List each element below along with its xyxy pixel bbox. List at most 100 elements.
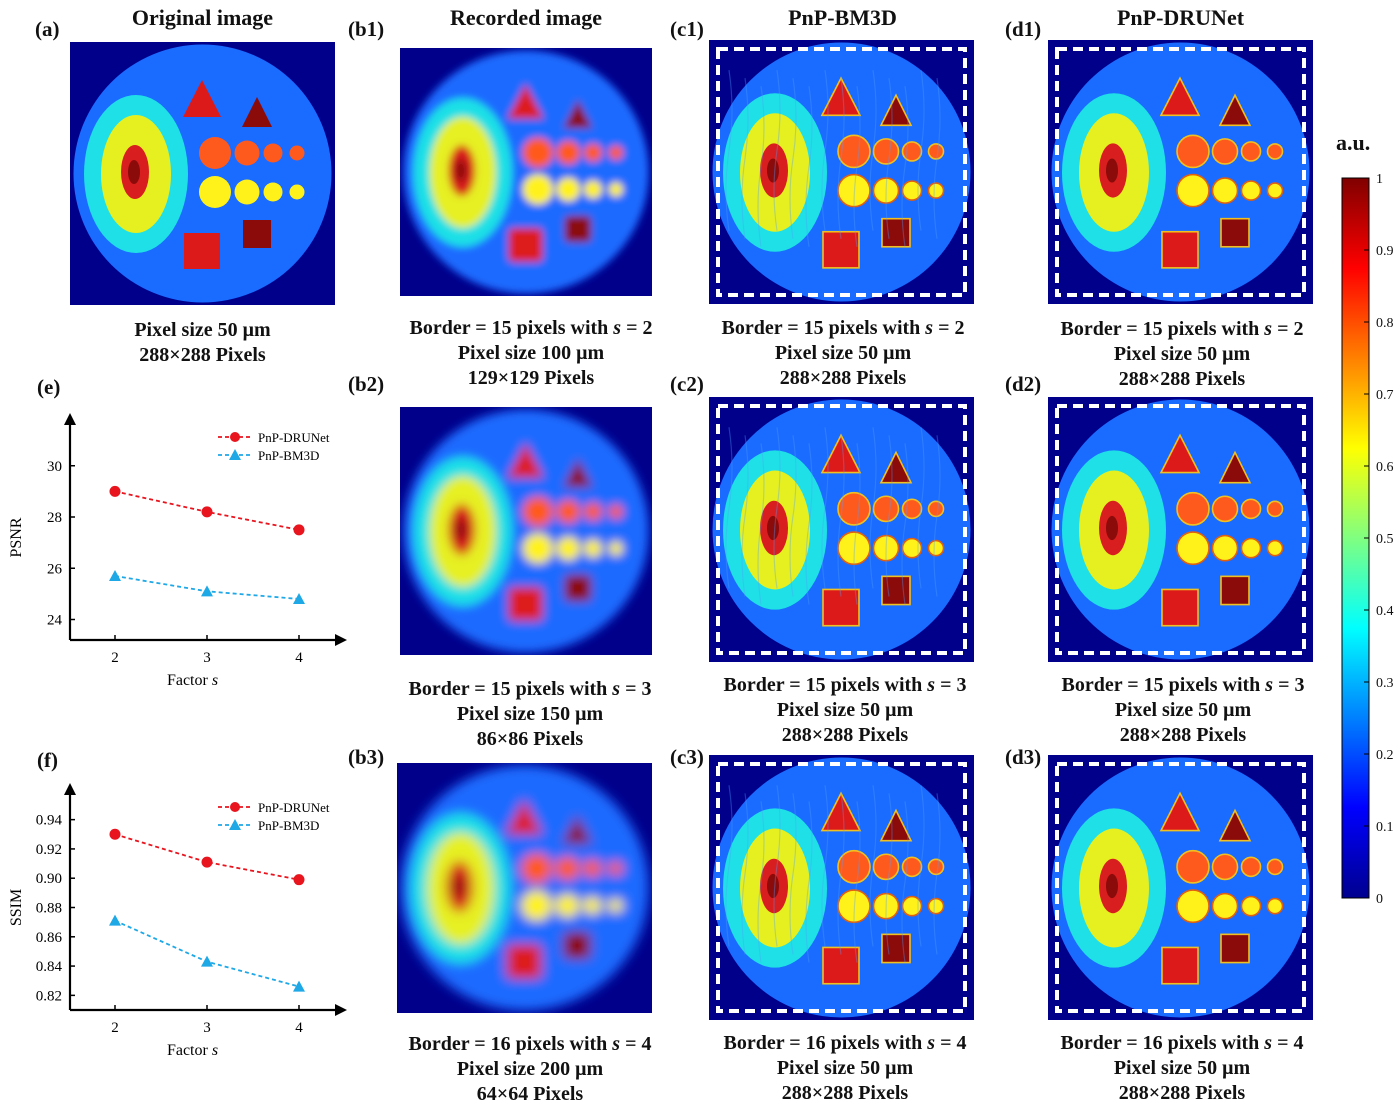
y-tick-label: 0.92 (36, 842, 62, 858)
phantom-circle (1240, 498, 1262, 520)
legend-label: PnP-DRUNet (258, 430, 330, 445)
caption-b2: Border = 15 pixels with s = 3 Pixel size… (375, 677, 685, 752)
phantom-circle (263, 182, 283, 202)
caption-pixel-count: 288×288 Pixels (779, 367, 907, 389)
y-tick-label: 0.90 (36, 871, 62, 887)
phantom-circle (1211, 853, 1239, 881)
phantom-circle (234, 179, 260, 205)
phantom-triangle (183, 80, 221, 117)
legend-marker (229, 449, 241, 460)
caption-border: Border = 15 pixels with s = 3 (723, 674, 967, 696)
reconstruction-artifact (789, 78, 797, 239)
phantom-square (1161, 588, 1199, 627)
legend-marker (230, 432, 240, 442)
phantom-square (1161, 230, 1199, 269)
phantom-circle (1176, 173, 1210, 208)
phantom-triangle (563, 458, 593, 488)
phantom-square (184, 233, 220, 269)
x-axis-arrow (335, 634, 347, 646)
phantom-circle (1176, 889, 1210, 924)
drunet-image-s2 (1048, 40, 1313, 304)
phantom-circle (1211, 534, 1239, 562)
phantom-circle (263, 143, 283, 163)
phantom-circle (608, 898, 623, 913)
phantom-square (881, 217, 911, 248)
phantom-circle (872, 177, 900, 204)
phantom-circle (837, 491, 871, 526)
phantom-circle (556, 177, 581, 202)
data-point (293, 524, 305, 536)
x-tick-label: 3 (203, 650, 211, 666)
reconstruction-artifact (805, 86, 813, 247)
colorbar-tick-label: 0.3 (1376, 676, 1394, 691)
colorbar-tick-label: 0.8 (1376, 316, 1394, 331)
x-tick-label: 2 (111, 1020, 119, 1036)
border-region-dashed-box (716, 47, 967, 297)
ssim-chart: 2 3 4 0.82 0.84 0.86 0.88 0.90 0.92 0.94 Factor s S… (8, 783, 347, 1059)
caption-pixel-size: Pixel size 50 μm (776, 699, 914, 721)
x-tick-label: 2 (111, 650, 119, 666)
phantom-core (1106, 515, 1118, 541)
reconstruction-artifact (821, 785, 829, 947)
phantom-circle (583, 896, 602, 915)
caption-border: Border = 15 pixels with s = 3 (1061, 674, 1305, 696)
phantom-circle (521, 853, 552, 884)
reconstruction-artifact (741, 793, 749, 955)
caption-b1: Border = 15 pixels with s = 2 Pixel size… (376, 316, 686, 391)
phantom-square (822, 230, 860, 269)
phantom-triangle (879, 93, 913, 127)
y-tick-label: 0.94 (36, 813, 63, 829)
column-title-recorded: Recorded image (449, 5, 603, 30)
phantom-square (1220, 933, 1250, 964)
phantom-circle (927, 858, 945, 876)
phantom-circle (608, 861, 623, 876)
data-point (109, 569, 121, 581)
caption-border: Border = 16 pixels with s = 4 (1060, 1032, 1304, 1054)
phantom-circle (1266, 858, 1284, 876)
caption-pixel-size: Pixel size 50 μm (776, 1057, 914, 1079)
panel-label-b1: (b1) (348, 17, 385, 41)
phantom-square (1220, 217, 1250, 248)
reconstruction-artifact (885, 435, 893, 597)
phantom-core (455, 159, 467, 182)
phantom-square (508, 228, 543, 263)
caption-d2: Border = 15 pixels with s = 3 Pixel size… (1028, 673, 1338, 748)
phantom-circle (1266, 539, 1284, 557)
phantom-core (767, 873, 779, 899)
phantom-square (563, 932, 591, 959)
caption-pixel-count: 288×288 Pixels (139, 344, 266, 366)
colorbar-tick-label: 0.9 (1376, 244, 1394, 259)
phantom-square (506, 944, 542, 979)
phantom-circle (927, 539, 945, 557)
phantom-triangle (1159, 76, 1201, 117)
reconstruction-artifact (885, 78, 893, 239)
phantom-circle (837, 889, 871, 924)
border-region-dashed-box (716, 404, 967, 655)
phantom-circle (289, 145, 305, 161)
data-point (201, 585, 213, 597)
column-title-drunet: PnP-DRUNet (1116, 5, 1245, 30)
phantom-triangle (505, 799, 543, 835)
phantom-triangle (1218, 93, 1252, 127)
y-tick-label: 24 (47, 613, 63, 629)
phantom-triangle (1218, 808, 1252, 842)
data-point (109, 914, 121, 926)
phantom-core (767, 158, 779, 183)
reconstruction-artifact (805, 801, 813, 963)
bm3d-image-s2 (709, 40, 974, 304)
reconstruction-artifact (869, 70, 877, 231)
panel-label-d1: (d1) (1005, 17, 1042, 41)
reconstruction-artifact (901, 443, 909, 605)
phantom-circle (521, 890, 552, 921)
phantom-triangle (563, 99, 593, 129)
phantom-circle (1240, 180, 1262, 201)
phantom-circle (1176, 134, 1210, 169)
phantom-circle (608, 145, 623, 160)
colorbar-tick-label: 0.7 (1376, 388, 1394, 403)
colorbar-tick-label: 1 (1376, 172, 1383, 187)
x-tick-label: 4 (295, 1020, 303, 1036)
phantom-circle (837, 531, 871, 566)
caption-border: Border = 15 pixels with s = 2 (1060, 318, 1304, 340)
caption-border: Border = 15 pixels with s = 2 (721, 317, 965, 339)
legend-label: PnP-DRUNet (258, 800, 330, 815)
